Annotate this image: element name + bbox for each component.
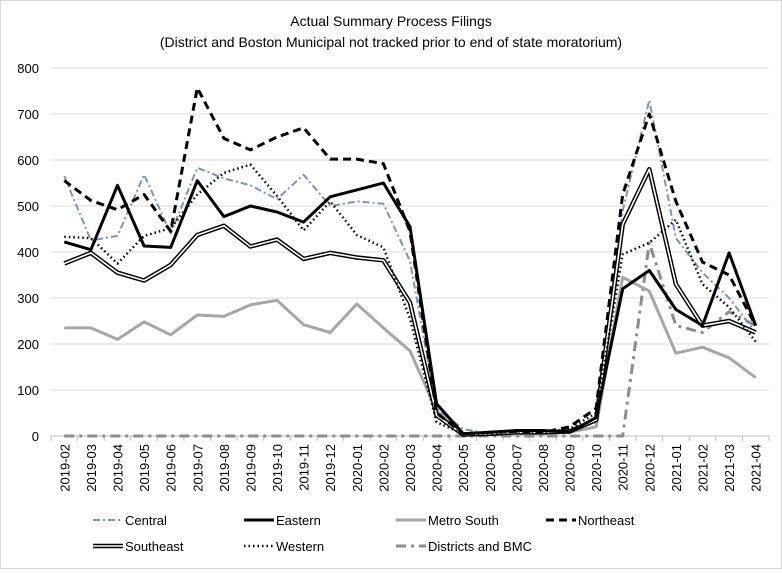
legend-item: Western xyxy=(244,539,324,554)
y-tick-label: 600 xyxy=(17,153,39,168)
x-tick-label: 2021-02 xyxy=(696,444,711,492)
y-tick-label: 300 xyxy=(17,291,39,306)
legend-item: Southeast xyxy=(93,539,184,554)
y-tick-label: 200 xyxy=(17,337,39,352)
y-axis: 0 100 200 300 400 500 600 700 800 xyxy=(17,61,39,444)
legend-label: Central xyxy=(125,513,167,528)
x-tick-label: 2020-12 xyxy=(642,444,657,492)
series-districts-and-bmc xyxy=(64,241,757,438)
x-tick-label: 2020-04 xyxy=(430,444,445,492)
legend-label: Eastern xyxy=(276,513,321,528)
chart-subtitle: (District and Boston Municipal not track… xyxy=(160,34,622,50)
x-tick-label: 2020-01 xyxy=(350,444,365,492)
x-tick-label: 2019-05 xyxy=(137,444,152,492)
y-tick-label: 100 xyxy=(17,383,39,398)
series-line-inner xyxy=(64,168,757,436)
series-line xyxy=(64,275,757,437)
x-tick-label: 2020-03 xyxy=(403,444,418,492)
y-tick-label: 400 xyxy=(17,245,39,260)
legend: Central Eastern Metro South Northeast Southe… xyxy=(93,513,635,554)
gridlines xyxy=(51,67,769,391)
legend-item: Central xyxy=(93,513,167,528)
series-line xyxy=(64,241,757,438)
x-tick-label: 2020-08 xyxy=(536,444,551,492)
x-tick-label: 2019-04 xyxy=(110,444,125,492)
legend-item: Districts and BMC xyxy=(396,539,532,554)
x-tick-label: 2019-12 xyxy=(323,444,338,492)
legend-label: Metro South xyxy=(428,513,499,528)
x-tick-label: 2019-06 xyxy=(164,444,179,492)
x-tick-label: 2021-01 xyxy=(669,444,684,492)
legend-label: Districts and BMC xyxy=(428,539,532,554)
x-tick-label: 2019-10 xyxy=(270,444,285,492)
x-tick-label: 2021-03 xyxy=(722,444,737,492)
chart-title: Actual Summary Process Filings xyxy=(290,13,492,29)
legend-item: Eastern xyxy=(244,513,321,528)
x-tick-label: 2019-08 xyxy=(217,444,232,492)
series-southeast xyxy=(63,166,757,437)
x-tick-label: 2020-07 xyxy=(509,444,524,492)
x-tick-label: 2020-11 xyxy=(616,444,631,491)
series-lines xyxy=(63,86,758,438)
x-tick-label: 2019-02 xyxy=(57,444,72,492)
legend-label: Western xyxy=(276,539,324,554)
x-tick-label: 2019-03 xyxy=(84,444,99,492)
x-tick-label: 2020-06 xyxy=(483,444,498,492)
y-tick-label: 800 xyxy=(17,61,39,76)
x-tick-label: 2019-09 xyxy=(243,444,258,492)
legend-item: Metro South xyxy=(396,513,499,528)
x-tick-label: 2020-10 xyxy=(589,444,604,492)
x-tick-label: 2019-11 xyxy=(297,444,312,491)
series-northeast xyxy=(63,86,758,436)
legend-label: Southeast xyxy=(125,539,184,554)
series-line xyxy=(63,86,758,436)
y-tick-label: 0 xyxy=(32,429,39,444)
x-tick-label: 2020-02 xyxy=(376,444,391,492)
x-tick-label: 2019-07 xyxy=(190,444,205,492)
series-metro-south xyxy=(64,275,757,437)
legend-label: Northeast xyxy=(578,513,635,528)
series-eastern xyxy=(63,179,758,436)
x-tick-label: 2021-04 xyxy=(749,444,764,492)
x-tick-label: 2020-09 xyxy=(563,444,578,492)
y-tick-label: 500 xyxy=(17,199,39,214)
series-line xyxy=(63,179,758,436)
y-tick-label: 700 xyxy=(17,107,39,122)
legend-item: Northeast xyxy=(546,513,635,528)
x-axis: 2019-02 2019-03 2019-04 2019-05 2019-06 2019-… xyxy=(50,435,770,492)
x-tick-label: 2020-05 xyxy=(456,444,471,492)
